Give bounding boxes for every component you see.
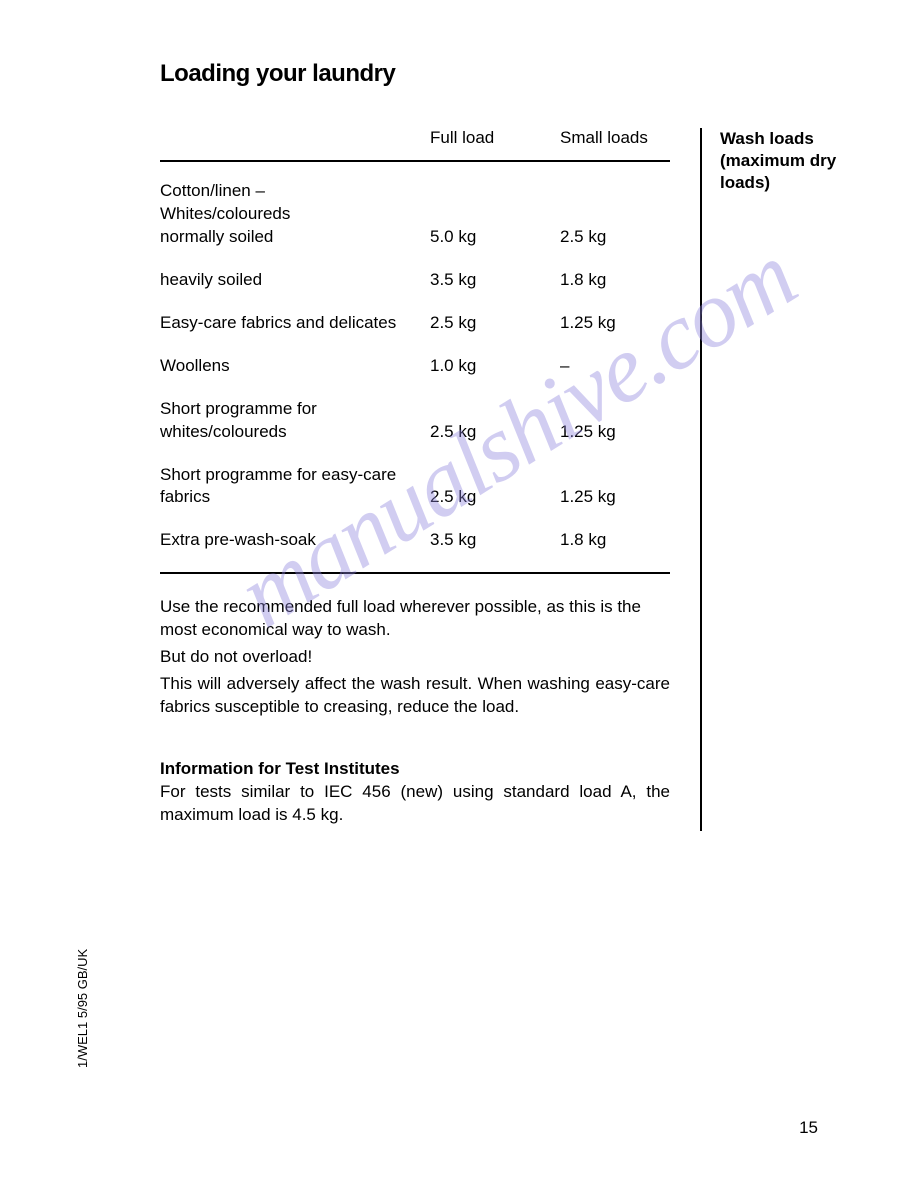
row-label: Short programme for whites/coloureds xyxy=(160,398,430,444)
test-institutes-heading: Information for Test Institutes xyxy=(160,759,670,779)
row-small: 1.8 kg xyxy=(560,529,670,552)
row-small: 1.25 kg xyxy=(560,486,670,509)
side-column: Wash loads (maximum dry loads) xyxy=(700,128,860,831)
row-full: 2.5 kg xyxy=(430,486,560,509)
side-heading: Wash loads (maximum dry loads) xyxy=(720,128,860,194)
warning-text: But do not overload! xyxy=(160,646,670,669)
main-column: Full load Small loads Cotton/linen – Whi… xyxy=(160,128,670,831)
table-row: heavily soiled 3.5 kg 1.8 kg xyxy=(160,269,670,292)
page-title: Loading your laundry xyxy=(160,60,878,88)
header-full-load: Full load xyxy=(430,128,560,148)
test-institutes-text: For tests similar to IEC 456 (new) using… xyxy=(160,781,670,827)
row-full: 2.5 kg xyxy=(430,421,560,444)
row-full: 3.5 kg xyxy=(430,529,560,552)
row-small: 1.8 kg xyxy=(560,269,670,292)
row-small: 1.25 kg xyxy=(560,312,670,335)
row-label: Easy-care fabrics and delicates xyxy=(160,312,430,335)
table-header-row: Full load Small loads xyxy=(160,128,670,162)
row-full: 1.0 kg xyxy=(430,355,560,378)
doc-reference: 1/WEL1 5/95 GB/UK xyxy=(75,949,90,1068)
header-label-blank xyxy=(160,128,430,148)
row-full: 2.5 kg xyxy=(430,312,560,335)
table-row: Easy-care fabrics and delicates 2.5 kg 1… xyxy=(160,312,670,335)
row-label: heavily soiled xyxy=(160,269,430,292)
table-row: Cotton/linen – Whites/coloureds normally… xyxy=(160,180,670,249)
row-full: 3.5 kg xyxy=(430,269,560,292)
advice-text: This will adversely affect the wash resu… xyxy=(160,673,670,719)
table-bottom-divider xyxy=(160,572,670,574)
load-table: Full load Small loads Cotton/linen – Whi… xyxy=(160,128,670,552)
header-small-loads: Small loads xyxy=(560,128,670,148)
content-wrapper: Full load Small loads Cotton/linen – Whi… xyxy=(160,128,878,831)
table-row: Short programme for whites/coloureds 2.5… xyxy=(160,398,670,444)
recommendation-text: Use the recommended full load wherever p… xyxy=(160,596,670,642)
page-number: 15 xyxy=(799,1118,818,1138)
table-row: Extra pre-wash-soak 3.5 kg 1.8 kg xyxy=(160,529,670,552)
row-label: Woollens xyxy=(160,355,430,378)
row-label: Short programme for easy-care fabrics xyxy=(160,464,430,510)
row-label: Extra pre-wash-soak xyxy=(160,529,430,552)
row-small: 1.25 kg xyxy=(560,421,670,444)
row-small: 2.5 kg xyxy=(560,226,670,249)
row-label: Cotton/linen – Whites/coloureds normally… xyxy=(160,180,430,249)
table-row: Short programme for easy-care fabrics 2.… xyxy=(160,464,670,510)
row-full: 5.0 kg xyxy=(430,226,560,249)
row-small: – xyxy=(560,355,670,378)
table-row: Woollens 1.0 kg – xyxy=(160,355,670,378)
